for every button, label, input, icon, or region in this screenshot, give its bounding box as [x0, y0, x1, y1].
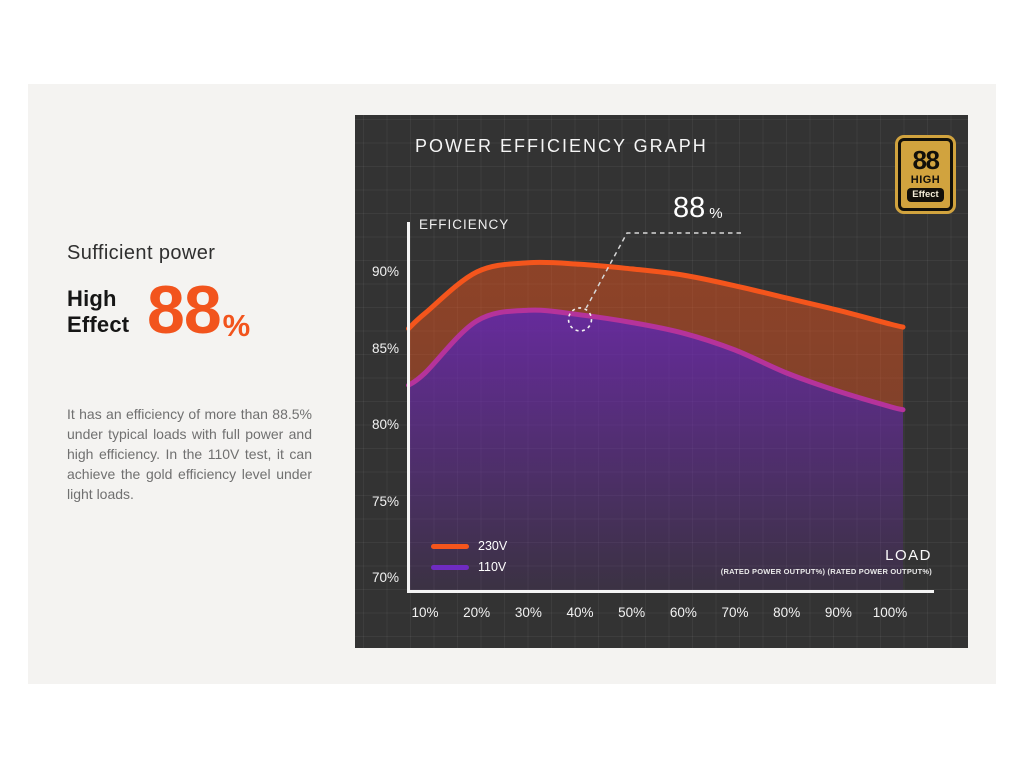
annotation-point-circle: [567, 307, 593, 332]
content-card: Sufficient power High Effect 88 % It has…: [28, 84, 996, 684]
annotation-value: 88: [673, 192, 706, 224]
y-tick-label: 85%: [371, 340, 399, 356]
section-heading: Sufficient power: [67, 242, 216, 264]
high-effect-line2: Effect: [67, 312, 130, 337]
x-tick-label: 60%: [669, 605, 697, 620]
highlight-number: 88: [147, 272, 222, 348]
area-230v: [408, 262, 903, 410]
legend-swatch: [431, 564, 469, 570]
y-tick-label: 90%: [371, 264, 399, 279]
x-tick-label: 40%: [566, 605, 594, 620]
y-tick-label: 70%: [371, 570, 399, 585]
legend-label: 110V: [478, 560, 507, 574]
x-tick-label: 80%: [773, 605, 801, 620]
area-110v: [408, 310, 903, 592]
x-axis-title: LOAD: [885, 547, 932, 564]
chart-title: POWER EFFICIENCY GRAPH: [415, 136, 708, 156]
legend-item: 230V: [431, 539, 507, 553]
legend-item: 110V: [431, 560, 507, 574]
chart-annotation: 88 %: [673, 194, 723, 223]
x-tick-label: 30%: [514, 605, 542, 620]
x-tick-label: 10%: [411, 605, 439, 620]
efficiency-chart: [406, 222, 934, 593]
annotation-leader-line: [585, 232, 741, 309]
x-tick-label: 70%: [721, 605, 749, 620]
chart-panel: POWER EFFICIENCY GRAPH 88 HIGH Effect EF…: [355, 115, 968, 648]
y-tick-label: 80%: [371, 417, 399, 432]
efficiency-badge-inner: 88 HIGH Effect: [898, 138, 953, 211]
y-tick-label: 75%: [371, 493, 399, 509]
efficiency-badge: 88 HIGH Effect: [895, 135, 956, 214]
y-axis-title: EFFICIENCY: [419, 217, 510, 232]
legend-swatch: [431, 543, 469, 549]
description-paragraph: It has an efficiency of more than 88.5% …: [67, 406, 312, 502]
highlight-value: 88 %: [147, 276, 250, 344]
chart-legend: 230V 110V: [431, 539, 507, 574]
badge-high-text: HIGH: [910, 174, 941, 187]
x-tick-label: 100%: [872, 605, 908, 620]
high-effect-label: High Effect: [67, 286, 129, 338]
x-axis-subtitle: (RATED POWER OUTPUT%) (RATED POWER OUTPU…: [720, 567, 932, 576]
annotation-percent-sign: %: [709, 205, 723, 222]
line-230v: [406, 259, 906, 332]
high-effect-line1: High: [67, 286, 117, 311]
chart-axes: [407, 222, 934, 593]
x-tick-label: 50%: [618, 605, 646, 620]
badge-number: 88: [912, 145, 940, 176]
x-tick-label: 90%: [824, 605, 852, 620]
line-110v: [406, 307, 906, 413]
highlight-percent-sign: %: [222, 308, 251, 343]
x-tick-label: 20%: [463, 605, 491, 620]
x-axis-title-block: LOAD (RATED POWER OUTPUT%) (RATED POWER …: [721, 547, 932, 576]
legend-label: 230V: [478, 539, 508, 553]
badge-effect-text: Effect: [907, 188, 944, 202]
